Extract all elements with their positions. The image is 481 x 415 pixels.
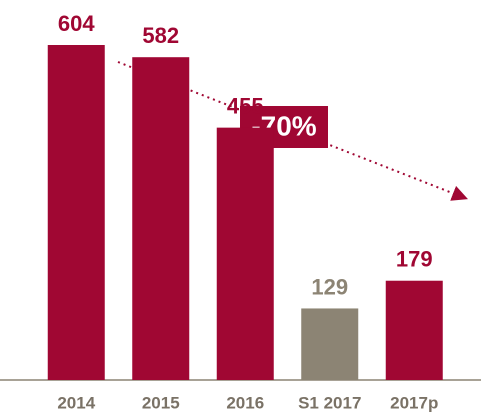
x-tick-label: 2017p xyxy=(390,393,438,412)
value-label: 179 xyxy=(396,247,433,272)
x-tick-label: S1 2017 xyxy=(298,393,361,412)
bar xyxy=(216,127,274,380)
bar xyxy=(385,280,443,380)
value-label: 129 xyxy=(311,274,348,299)
value-label: 582 xyxy=(142,23,179,48)
x-tick-label: 2015 xyxy=(142,393,180,412)
x-tick-label: 2014 xyxy=(57,393,95,412)
value-label: 455 xyxy=(227,93,264,118)
bar xyxy=(132,57,190,380)
x-tick-label: 2016 xyxy=(226,393,264,412)
bar xyxy=(47,45,105,380)
value-label: 604 xyxy=(58,11,95,36)
bar xyxy=(301,308,359,380)
